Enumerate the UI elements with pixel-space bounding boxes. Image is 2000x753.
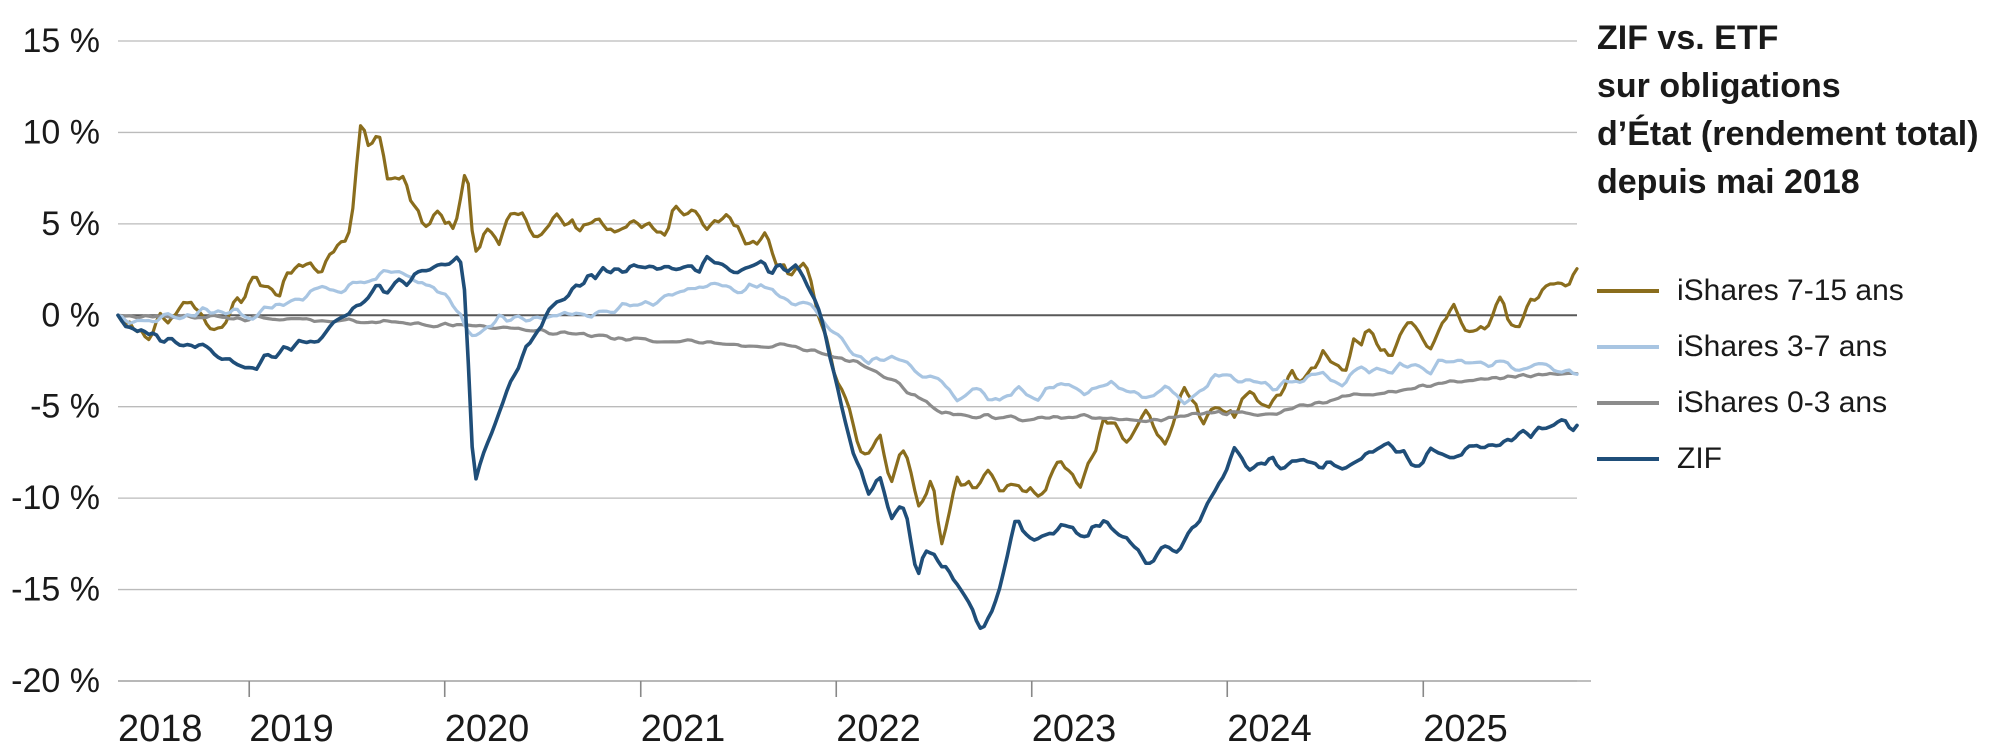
svg-text:0 %: 0 % <box>41 296 100 334</box>
svg-text:2022: 2022 <box>836 708 921 750</box>
svg-text:5 %: 5 % <box>41 205 100 243</box>
svg-text:2021: 2021 <box>641 708 726 750</box>
svg-text:2019: 2019 <box>249 708 334 750</box>
svg-text:2024: 2024 <box>1227 708 1312 750</box>
svg-text:2023: 2023 <box>1032 708 1117 750</box>
svg-text:-5 %: -5 % <box>30 388 100 426</box>
svg-text:10 %: 10 % <box>23 113 101 151</box>
svg-text:15 %: 15 % <box>23 22 101 60</box>
svg-text:2018: 2018 <box>118 708 203 750</box>
svg-text:2025: 2025 <box>1423 708 1508 750</box>
svg-text:2020: 2020 <box>445 708 530 750</box>
svg-text:-15 %: -15 % <box>11 571 100 609</box>
svg-text:-20 %: -20 % <box>11 662 100 700</box>
svg-text:-10 %: -10 % <box>11 479 100 517</box>
